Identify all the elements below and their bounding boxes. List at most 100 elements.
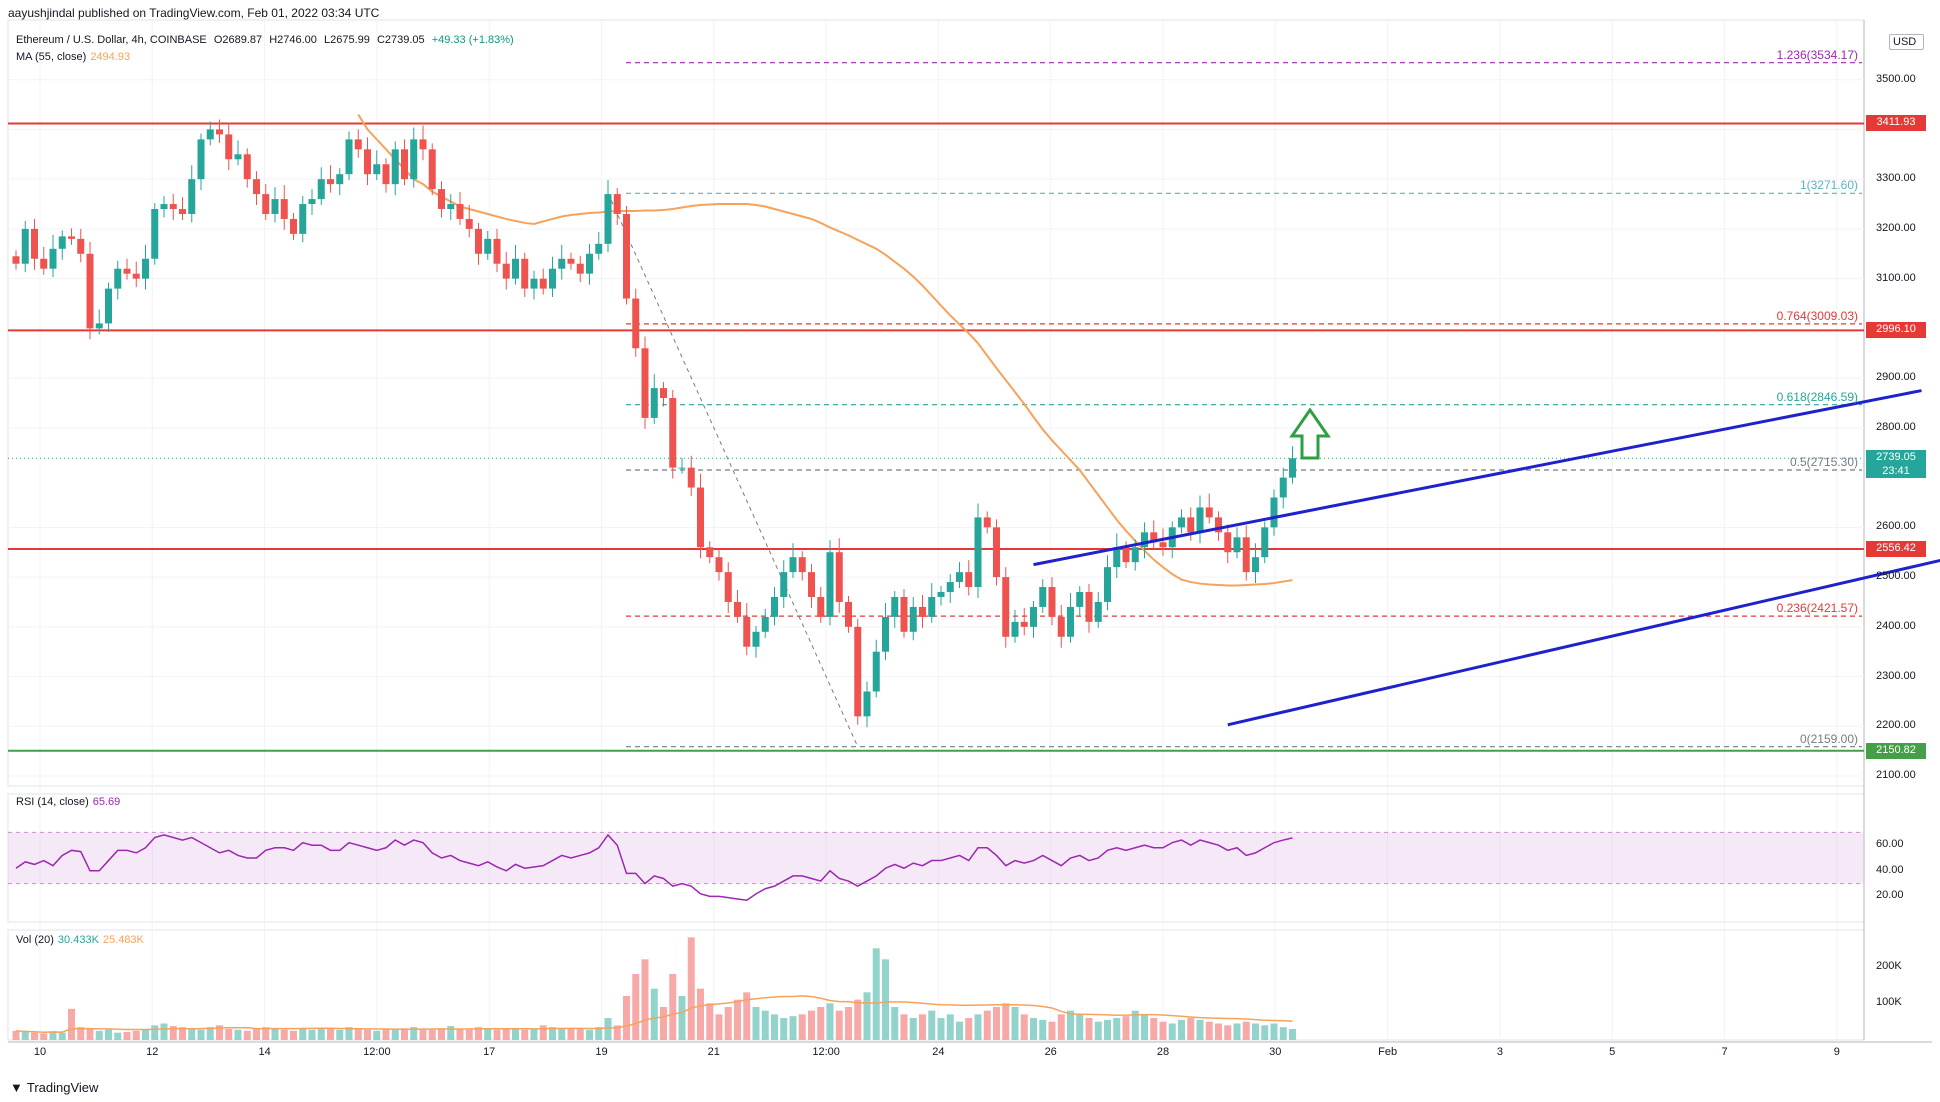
candle-body	[280, 199, 288, 219]
candle-body	[1002, 577, 1010, 637]
volume-bar	[530, 1029, 538, 1040]
volume-bar	[956, 1021, 963, 1040]
candle-body	[808, 572, 815, 597]
candle-body	[12, 256, 20, 264]
candle-body	[521, 258, 529, 289]
candle-body	[734, 601, 741, 617]
candle-body	[974, 517, 982, 588]
candle-body	[1104, 567, 1111, 602]
volume-bar	[1279, 1027, 1287, 1040]
volume-bar	[993, 1007, 1000, 1040]
volume-bar	[678, 996, 686, 1040]
fib-level-label: 1(3271.60)	[1799, 178, 1858, 193]
price-badge: 2556.42	[1866, 541, 1926, 558]
candle-body	[49, 248, 57, 269]
candle-body	[484, 238, 492, 254]
volume-bar	[650, 988, 658, 1040]
time-tick-label: 12	[146, 1046, 159, 1058]
price-tick-label: 2100.00	[1876, 769, 1916, 782]
volume-bar	[419, 1029, 427, 1040]
candle-body	[965, 572, 973, 588]
candle-body	[308, 199, 316, 205]
close-value: C2739.05	[376, 34, 425, 46]
price-tick-label: 3200.00	[1876, 221, 1916, 234]
candle-body	[678, 467, 686, 469]
volume-bar	[299, 1029, 307, 1040]
volume-pane	[7, 929, 1865, 1041]
volume-bar	[1113, 1018, 1121, 1040]
candle-body	[1030, 606, 1037, 627]
candle-body	[160, 204, 168, 210]
candle-body	[391, 149, 399, 185]
volume-bar	[197, 1029, 205, 1040]
time-tick-label: 14	[258, 1046, 271, 1058]
price-tick-label: 2600.00	[1876, 520, 1916, 533]
time-tick-label: 30	[1269, 1046, 1282, 1058]
candle-body	[1270, 497, 1278, 528]
time-tick-label: 26	[1044, 1046, 1057, 1058]
candle-body	[354, 139, 362, 150]
candle-body	[1233, 537, 1241, 553]
candle-body	[613, 194, 621, 214]
volume-bar	[1224, 1025, 1232, 1040]
candle-body	[549, 268, 556, 289]
volume-bar	[493, 1029, 501, 1040]
price-tick-label: 2300.00	[1876, 669, 1916, 682]
fib-level-label: 0.764(3009.03)	[1776, 308, 1858, 323]
time-tick-label: 19	[595, 1046, 608, 1058]
currency-button[interactable]: USD	[1889, 34, 1925, 50]
candle-body	[632, 298, 640, 349]
volume-bar	[465, 1029, 473, 1040]
candle-body	[576, 263, 584, 274]
volume-bar	[354, 1029, 362, 1040]
price-tick-label: 2200.00	[1876, 719, 1916, 732]
price-badge: 2739.05 23:41	[1866, 450, 1926, 479]
tradingview-logo[interactable]: ▼ TradingView	[10, 1080, 99, 1095]
volume-bar	[1020, 1014, 1028, 1040]
volume-bar	[1150, 1018, 1158, 1040]
volume-bar	[826, 1003, 834, 1040]
volume-bar	[1104, 1019, 1111, 1040]
candle-body	[465, 218, 473, 229]
candle-body	[928, 596, 936, 617]
candle-body	[382, 164, 390, 185]
volume-bar	[290, 1030, 297, 1040]
candle-body	[687, 467, 695, 488]
time-tick-label: 12:00	[812, 1046, 840, 1058]
volume-bar	[928, 1010, 936, 1040]
volume-bar	[114, 1032, 122, 1040]
volume-tick-label: 100K	[1876, 996, 1902, 1009]
candle-body	[225, 134, 233, 160]
candle-body	[151, 209, 159, 259]
volume-bar	[1289, 1029, 1296, 1040]
price-pane	[7, 19, 1865, 787]
volume-bar	[1242, 1021, 1250, 1040]
candle-body	[105, 288, 112, 324]
volume-bar	[1002, 1003, 1010, 1040]
volume-bar	[1122, 1016, 1130, 1040]
symbol-title: Ethereum / U.S. Dollar, 4h, COINBASE	[16, 34, 207, 46]
volume-bar	[1030, 1018, 1037, 1040]
candle-body	[743, 616, 751, 647]
low-value: L2675.99	[323, 34, 370, 46]
candle-body	[558, 258, 566, 269]
volume-bar	[1270, 1023, 1278, 1040]
volume-bar	[95, 1030, 103, 1040]
volume-bar	[1076, 1014, 1084, 1040]
volume-bar	[262, 1027, 270, 1040]
candle-body	[401, 149, 408, 180]
candle-body	[761, 616, 769, 632]
candle-body	[68, 236, 75, 239]
candle-body	[567, 258, 575, 264]
candle-body	[1252, 557, 1259, 573]
volume-tick-label: 200K	[1876, 959, 1902, 972]
volume-bar	[336, 1029, 344, 1040]
volume-bar	[1011, 1007, 1019, 1040]
candle-body	[95, 323, 103, 329]
channel-lower-line	[1227, 558, 1940, 727]
volume-bar	[188, 1029, 196, 1040]
candle-body	[58, 236, 66, 249]
volume-bar	[151, 1025, 159, 1040]
candle-body	[1113, 547, 1121, 568]
